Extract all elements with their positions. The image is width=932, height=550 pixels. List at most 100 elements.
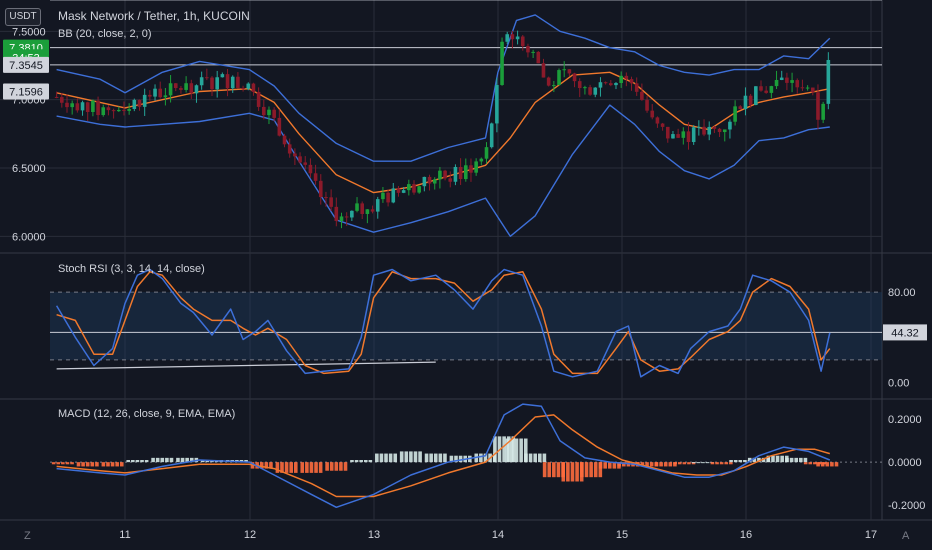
macd-histogram-bar: [719, 462, 724, 465]
candle-body: [370, 209, 375, 212]
candle-body: [665, 126, 670, 139]
macd-histogram-bar: [617, 462, 622, 467]
candle-body: [334, 206, 339, 221]
candle-body: [267, 109, 271, 116]
candle-body: [448, 178, 453, 182]
macd-histogram-bar: [393, 453, 398, 463]
macd-histogram-bar: [458, 455, 463, 463]
candle-body: [676, 134, 680, 138]
price-label-level: [3, 83, 49, 100]
stoch-value-badge: [883, 324, 927, 341]
candle-body: [785, 77, 789, 83]
stoch-value-text: 44.32: [891, 327, 919, 339]
macd-histogram-bar: [334, 462, 339, 471]
candle-body: [634, 83, 639, 92]
macd-histogram-bar: [339, 462, 343, 471]
macd-histogram-bar: [244, 460, 248, 463]
candle-body: [355, 203, 359, 211]
candle-body: [686, 131, 691, 143]
macd-histogram-bar: [70, 462, 74, 465]
macd-histogram-bar: [645, 462, 649, 467]
stoch-rsi-legend[interactable]: Stoch RSI (3, 3, 14, 14, close): [58, 263, 205, 275]
macd-histogram-bar: [449, 455, 454, 463]
macd-legend[interactable]: MACD (12, 26, close, 9, EMA, EMA): [58, 408, 236, 420]
macd-histogram-bar: [140, 460, 144, 463]
macd-histogram-bar: [803, 462, 808, 465]
candle-body: [816, 92, 820, 120]
bb-legend[interactable]: BB (20, close, 2, 0): [58, 28, 152, 40]
candle-body: [614, 83, 618, 86]
macd-histogram-bar: [766, 455, 771, 463]
stoch-tick-label: 0.00: [888, 377, 909, 389]
candle-body: [717, 128, 722, 133]
candle-body: [474, 161, 478, 173]
macd-histogram-bar: [691, 462, 696, 464]
candle-body: [101, 107, 106, 116]
macd-histogram-bar: [598, 462, 603, 478]
macd-histogram-bar: [61, 462, 65, 465]
candle-body: [287, 144, 292, 154]
macd-histogram-bar: [101, 462, 106, 467]
macd-histogram-bar: [413, 451, 418, 463]
candle-body: [432, 179, 437, 184]
candle-body: [277, 117, 282, 136]
macd-histogram-bar: [514, 438, 519, 463]
candle-body: [60, 97, 64, 103]
candle-body: [515, 36, 520, 40]
macd-histogram-bar: [280, 462, 284, 473]
candle-body: [344, 216, 349, 218]
macd-histogram-bar: [523, 438, 528, 463]
macd-histogram-bar: [479, 453, 483, 463]
macd-histogram-bar: [816, 462, 820, 467]
candle-body: [313, 173, 318, 181]
candle-body: [748, 95, 753, 105]
macd-histogram-bar: [325, 462, 329, 471]
macd-histogram-bar: [775, 455, 780, 463]
macd-histogram-bar: [95, 462, 99, 467]
candle-body: [272, 109, 276, 118]
candle-body: [764, 90, 768, 93]
candle-body: [163, 95, 168, 98]
candle-body: [743, 95, 748, 110]
stoch-trendline: [56, 361, 436, 370]
macd-histogram-bar: [110, 462, 115, 467]
timezone-corner[interactable]: Z: [24, 530, 31, 542]
macd-histogram-bar: [789, 457, 794, 463]
price-tick-label: 6.5000: [12, 163, 46, 175]
time-tick-label: 14: [492, 529, 504, 541]
macd-histogram-bar: [580, 462, 584, 478]
candle-body: [75, 103, 80, 111]
currency-badge[interactable]: USDT: [5, 8, 41, 26]
candle-body: [412, 184, 416, 193]
macd-histogram-bar: [56, 462, 61, 465]
macd-line: [56, 403, 831, 509]
candle-body: [142, 94, 147, 107]
macd-histogram-bar: [808, 462, 813, 465]
stoch-band-fill: [50, 292, 882, 360]
candle-body: [707, 126, 712, 135]
candle-body: [205, 77, 209, 79]
macd-histogram-bar: [354, 460, 359, 463]
auto-scale-corner[interactable]: A: [902, 530, 910, 542]
time-tick-label: 12: [244, 529, 256, 541]
macd-histogram-bar: [388, 453, 393, 463]
macd-histogram-bar: [677, 462, 682, 465]
candle-body: [199, 77, 204, 86]
macd-histogram-bar: [119, 462, 124, 467]
macd-histogram-bar: [593, 462, 598, 478]
macd-histogram-bar: [724, 462, 729, 465]
candle-body: [137, 99, 142, 107]
macd-histogram-bar: [343, 462, 348, 471]
macd-histogram-bar: [649, 462, 654, 467]
candle-body: [391, 188, 396, 203]
candle-body: [262, 106, 266, 116]
macd-histogram-bar: [429, 453, 433, 463]
candle-body: [350, 210, 354, 218]
macd-histogram-bar: [275, 462, 280, 473]
candle-body: [593, 87, 598, 95]
candle-body: [236, 76, 240, 88]
macd-histogram-bar: [399, 451, 404, 463]
macd-histogram-bar: [542, 453, 547, 463]
